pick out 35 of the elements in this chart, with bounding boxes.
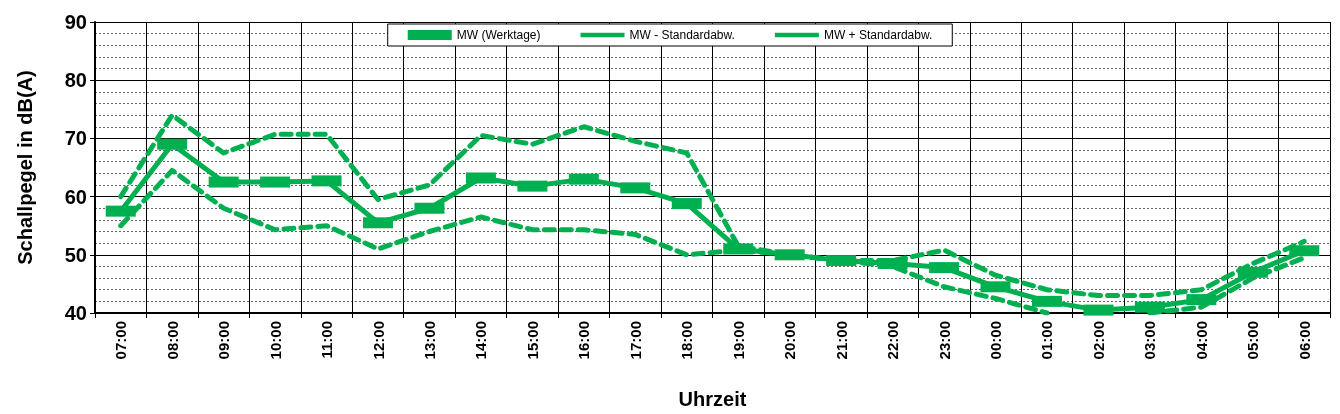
x-tick-label: 14:00 bbox=[472, 321, 490, 360]
x-tick-label: 20:00 bbox=[781, 321, 799, 360]
legend-label: MW - Standardabw. bbox=[629, 28, 735, 42]
x-tick-label: 11:00 bbox=[318, 321, 336, 359]
x-tick-label: 13:00 bbox=[420, 321, 438, 360]
y-tick-label: 50 bbox=[64, 243, 87, 266]
x-tick-label: 06:00 bbox=[1295, 321, 1313, 360]
x-tick-label: 19:00 bbox=[729, 321, 747, 360]
x-tick-label: 12:00 bbox=[369, 321, 387, 360]
legend-label: MW (Werktage) bbox=[456, 28, 541, 42]
x-axis-title: Uhrzeit bbox=[678, 388, 747, 410]
x-tick-label: 17:00 bbox=[626, 321, 644, 360]
x-tick-label: 16:00 bbox=[575, 321, 593, 360]
x-tick-label: 02:00 bbox=[1089, 321, 1107, 360]
y-tick-label: 80 bbox=[64, 69, 87, 92]
y-tick-label: 40 bbox=[64, 302, 87, 324]
x-tick-label: 07:00 bbox=[112, 321, 130, 360]
x-tick-label: 08:00 bbox=[163, 321, 181, 360]
x-tick-label: 09:00 bbox=[215, 321, 233, 360]
x-tick-label: 10:00 bbox=[266, 321, 284, 360]
x-tick-label: 01:00 bbox=[1038, 321, 1056, 360]
x-tick-label: 18:00 bbox=[678, 321, 696, 360]
x-tick-label: 05:00 bbox=[1244, 321, 1262, 360]
x-tick-label: 04:00 bbox=[1192, 321, 1210, 360]
x-tick-label: 03:00 bbox=[1141, 321, 1159, 360]
y-tick-label: 90 bbox=[64, 11, 87, 33]
y-axis-title: Schallpegel in dB(A) bbox=[14, 70, 36, 265]
x-tick-label: 21:00 bbox=[832, 321, 850, 360]
y-tick-label: 70 bbox=[64, 127, 87, 150]
x-tick-label: 22:00 bbox=[884, 321, 902, 360]
x-tick-label: 00:00 bbox=[987, 321, 1005, 360]
y-tick-label: 60 bbox=[64, 185, 87, 208]
x-tick-label: 23:00 bbox=[935, 321, 953, 360]
legend-label: MW + Standardabw. bbox=[823, 28, 933, 42]
x-tick-label: 15:00 bbox=[523, 321, 541, 360]
